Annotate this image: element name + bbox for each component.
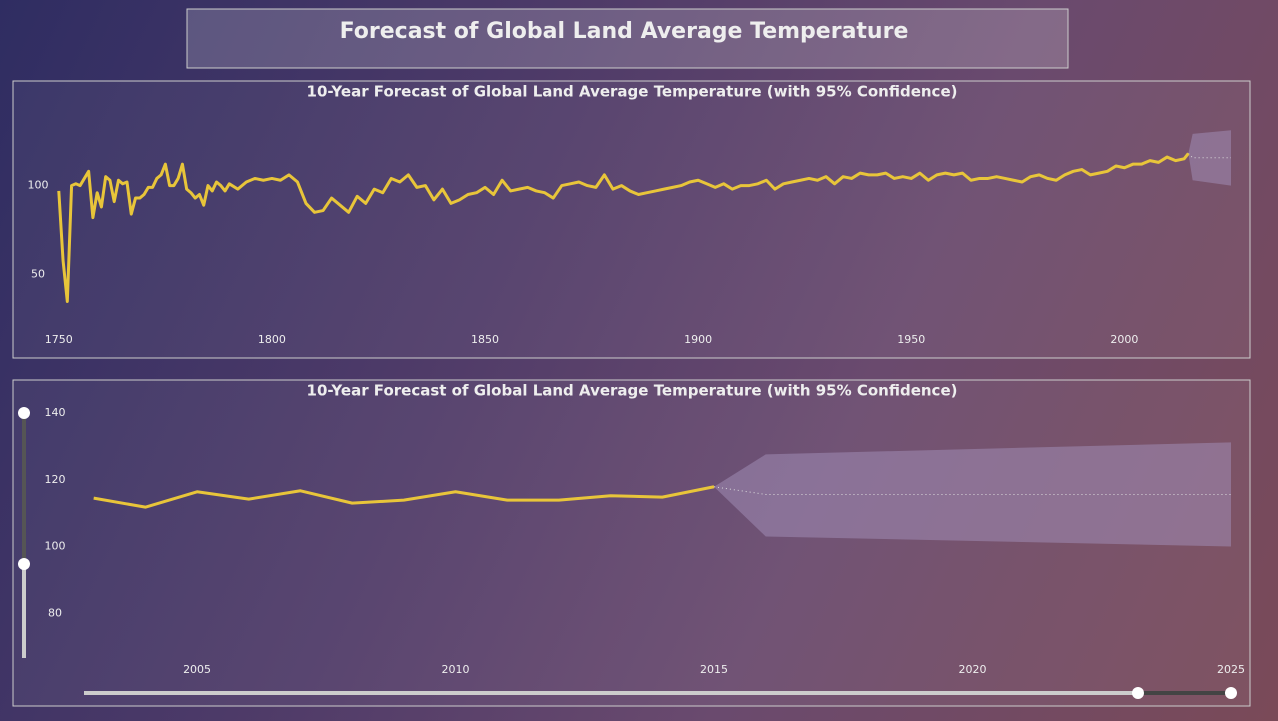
x-tick-label: 1750 bbox=[45, 333, 73, 346]
x-tick-label: 2020 bbox=[959, 663, 987, 676]
y-tick-label: 120 bbox=[45, 473, 66, 486]
slider-handle[interactable] bbox=[18, 558, 30, 570]
y-tick-label: 140 bbox=[45, 406, 66, 419]
x-tick-label: 2005 bbox=[183, 663, 211, 676]
data-line bbox=[93, 485, 715, 509]
y-tick-label: 100 bbox=[45, 540, 66, 553]
x-tick-label: 1900 bbox=[684, 333, 712, 346]
slider-handle[interactable] bbox=[1225, 687, 1237, 699]
data-line bbox=[57, 152, 1190, 303]
x-tick-label: 2025 bbox=[1217, 663, 1245, 676]
forecast-line bbox=[713, 486, 1231, 495]
x-tick-label: 1950 bbox=[897, 333, 925, 346]
slider-handle[interactable] bbox=[18, 407, 30, 419]
confidence-band bbox=[1188, 130, 1231, 186]
x-tick-label: 2010 bbox=[442, 663, 470, 676]
x-tick-label: 2015 bbox=[700, 663, 728, 676]
x-tick-label: 1850 bbox=[471, 333, 499, 346]
title-box bbox=[186, 8, 1069, 69]
chart-title: 10-Year Forecast of Global Land Average … bbox=[307, 382, 958, 400]
panel bbox=[12, 80, 1251, 359]
panel bbox=[12, 379, 1251, 707]
slider-handle[interactable] bbox=[1132, 687, 1144, 699]
x-tick-label: 1800 bbox=[258, 333, 286, 346]
confidence-band bbox=[714, 442, 1231, 547]
x-tick-label: 2000 bbox=[1110, 333, 1138, 346]
page-title: Forecast of Global Land Average Temperat… bbox=[340, 19, 909, 44]
chart-title: 10-Year Forecast of Global Land Average … bbox=[307, 83, 958, 101]
y-tick-label: 50 bbox=[31, 268, 45, 281]
y-tick-label: 100 bbox=[28, 179, 49, 192]
y-tick-label: 80 bbox=[48, 606, 62, 619]
